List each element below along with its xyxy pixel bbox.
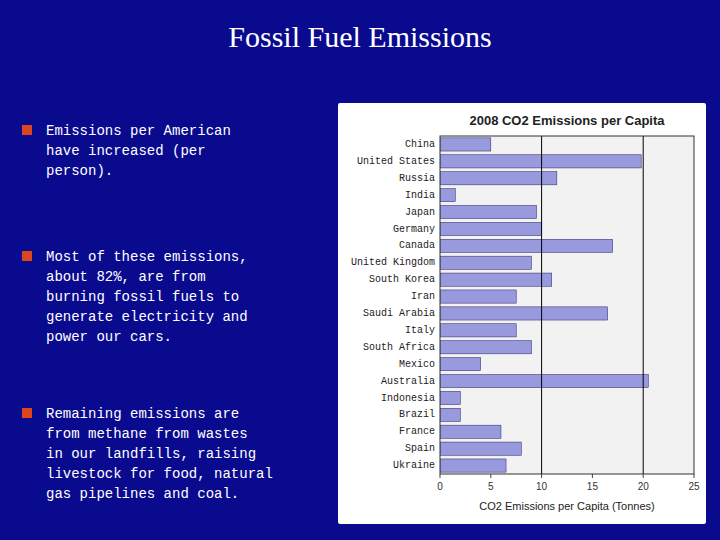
bullet-text: Emissions per American have increased (pe… [46, 123, 231, 179]
bar [440, 374, 648, 387]
y-tick-label: Saudi Arabia [363, 308, 435, 319]
bullet-marker [22, 251, 32, 261]
bars [440, 136, 648, 474]
bar [440, 256, 531, 269]
bar [440, 273, 552, 286]
y-tick-label: Brazil [399, 409, 435, 420]
y-tick-label: Spain [405, 443, 435, 454]
y-tick-label: Ukraine [393, 460, 435, 471]
x-tick-label: 20 [638, 481, 650, 492]
bullet-line: about 82%, are from [46, 269, 206, 285]
x-tick [592, 474, 593, 478]
x-tick [643, 474, 644, 478]
x-tick [490, 474, 491, 478]
page-svg: Fossil Fuel Emissions Emissions per Ameri… [0, 0, 720, 540]
y-tick-label: Australia [381, 376, 435, 387]
bullet-list: Emissions per American have increased (pe… [22, 123, 273, 502]
reference-line [643, 136, 644, 474]
bullet-line: from methane from wastes [46, 426, 248, 442]
y-axis: China United States Russia India Japan German… [351, 139, 435, 471]
bullet-line: power our cars. [46, 329, 172, 345]
bar [440, 205, 537, 218]
bullet-line: gas pipelines and coal. [46, 486, 239, 502]
bar [440, 425, 501, 438]
bar [440, 189, 455, 202]
y-tick-label: Italy [405, 325, 435, 336]
page-background [0, 0, 720, 540]
bar [440, 155, 641, 168]
bar [440, 307, 608, 320]
bullet-line: Remaining emissions are [46, 406, 239, 422]
y-tick-label: Indonesia [381, 393, 435, 404]
chart-panel [338, 103, 706, 524]
x-axis: 0 5 10 15 20 25 [437, 474, 700, 492]
bar [440, 239, 613, 252]
x-tick-label: 15 [587, 481, 599, 492]
bullet-text: Remaining emissions are from methane from… [46, 406, 273, 502]
bar [440, 459, 506, 472]
page-root: Fossil Fuel Emissions Emissions per Ameri… [0, 0, 720, 540]
y-tick-label: Iran [411, 291, 435, 302]
bullet-line: Emissions per American [46, 123, 231, 139]
bullet-line: livestock for food, natural [46, 466, 273, 482]
bar [440, 442, 521, 455]
bullet-line: person). [46, 163, 113, 179]
bullet-line: Most of these emissions, [46, 249, 248, 265]
x-tick-label: 0 [437, 481, 443, 492]
x-tick-label: 25 [688, 481, 700, 492]
y-tick-label: Japan [405, 207, 435, 218]
bar [440, 324, 516, 337]
bullet-marker [22, 408, 32, 418]
bar [440, 358, 481, 371]
plot-frame [440, 136, 694, 474]
y-tick-label: South Africa [363, 342, 435, 353]
y-tick-label: Russia [399, 173, 435, 184]
bullet-line: burning fossil fuels to [46, 289, 239, 305]
bar [440, 341, 531, 354]
x-tick-label: 10 [536, 481, 548, 492]
bar [440, 138, 491, 151]
y-tick-label: France [399, 426, 435, 437]
y-tick-label: Canada [399, 240, 435, 251]
x-tick [541, 474, 542, 478]
y-tick-label: United Kingdom [351, 257, 435, 268]
y-tick-label: India [405, 190, 435, 201]
y-tick-label: Mexico [399, 359, 435, 370]
bar [440, 222, 542, 235]
bullet-marker [22, 125, 32, 135]
bullet-text: Most of these emissions, about 82%, are f… [46, 249, 248, 345]
chart-title: 2008 CO2 Emissions per Capita [469, 113, 665, 128]
page-title: Fossil Fuel Emissions [228, 20, 491, 53]
bullet-line: generate electricity and [46, 309, 248, 325]
x-axis-label: CO2 Emissions per Capita (Tonnes) [479, 500, 654, 512]
plot-area [440, 136, 694, 474]
x-tick-label: 5 [488, 481, 494, 492]
reference-line [541, 136, 542, 474]
y-tick-label: South Korea [369, 274, 435, 285]
y-tick-label: China [405, 139, 435, 150]
y-tick-label: United States [357, 156, 435, 167]
bullet-line: in our landfills, raising [46, 446, 256, 462]
bar [440, 391, 460, 404]
y-tick-label: Germany [393, 224, 435, 235]
bar [440, 290, 516, 303]
bar [440, 408, 460, 421]
x-tick [694, 474, 695, 478]
bullet-line: have increased (per [46, 143, 206, 159]
x-tick [440, 474, 441, 478]
bar [440, 172, 557, 185]
